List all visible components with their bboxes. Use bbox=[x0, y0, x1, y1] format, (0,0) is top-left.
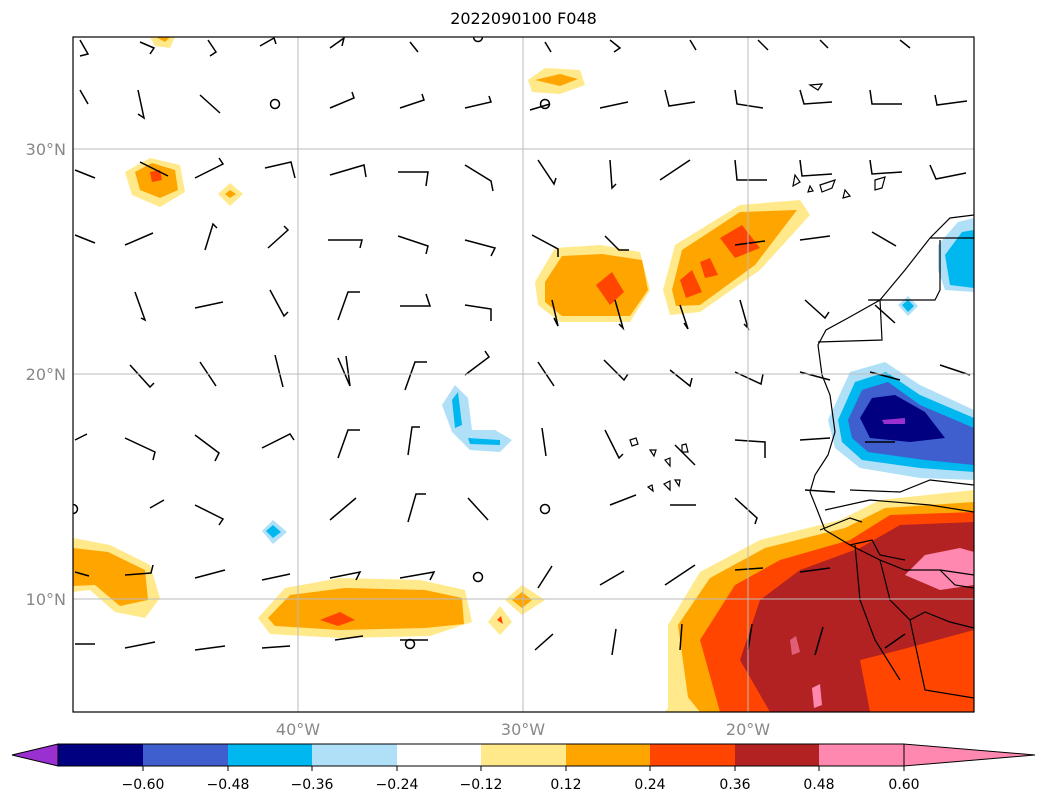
map-title: 2022090100 F048 bbox=[450, 9, 597, 28]
wind-barbs bbox=[74, 37, 971, 656]
colorbar-tick-label: 0.24 bbox=[634, 777, 665, 793]
calm-wind-markers bbox=[73, 37, 551, 650]
colorbar-tick-label: 0.36 bbox=[719, 777, 750, 793]
colorbar-extend-low bbox=[11, 743, 59, 767]
colorbar-tick-label: 0.48 bbox=[803, 777, 834, 793]
lon-label-40w: 40°W bbox=[276, 720, 320, 739]
colorbar: −0.60 −0.48 −0.36 −0.24 −0.12 0.12 0.24 … bbox=[11, 743, 1036, 793]
contour-fields bbox=[73, 37, 974, 712]
lat-label-10n: 10°N bbox=[26, 590, 66, 609]
colorbar-tick-label: −0.12 bbox=[460, 777, 503, 793]
colorbar-band-5 bbox=[397, 744, 481, 766]
negative-anomaly-east bbox=[828, 218, 974, 480]
colorbar-tick-label: −0.48 bbox=[207, 777, 250, 793]
colorbar-band-6 bbox=[481, 744, 566, 766]
positive-anomaly-central bbox=[73, 37, 810, 712]
colorbar-tick-label: −0.24 bbox=[376, 777, 419, 793]
colorbar-extend-high bbox=[903, 743, 1036, 767]
colorbar-band-9 bbox=[735, 744, 819, 766]
colorbar-band-4 bbox=[312, 744, 397, 766]
lon-label-30w: 30°W bbox=[501, 720, 545, 739]
colorbar-tick-label: 0.12 bbox=[550, 777, 581, 793]
gridlines bbox=[73, 37, 974, 712]
colorbar-band-8 bbox=[650, 744, 735, 766]
colorbar-tick-label: 0.60 bbox=[888, 777, 919, 793]
negative-anomaly-central bbox=[262, 385, 512, 544]
lon-label-20w: 20°W bbox=[726, 720, 770, 739]
colorbar-band-3 bbox=[228, 744, 312, 766]
colorbar-band-2 bbox=[143, 744, 228, 766]
colorbar-tick-label: −0.36 bbox=[291, 777, 334, 793]
colorbar-tick-label: −0.60 bbox=[122, 777, 165, 793]
colorbar-band-10 bbox=[819, 744, 904, 766]
positive-anomaly-southeast bbox=[668, 490, 974, 712]
colorbar-band-1 bbox=[58, 744, 143, 766]
colorbar-band-7 bbox=[566, 744, 650, 766]
coastlines bbox=[629, 83, 974, 699]
map-frame bbox=[72, 36, 975, 713]
lat-label-20n: 20°N bbox=[26, 365, 66, 384]
lat-label-30n: 30°N bbox=[26, 140, 66, 159]
